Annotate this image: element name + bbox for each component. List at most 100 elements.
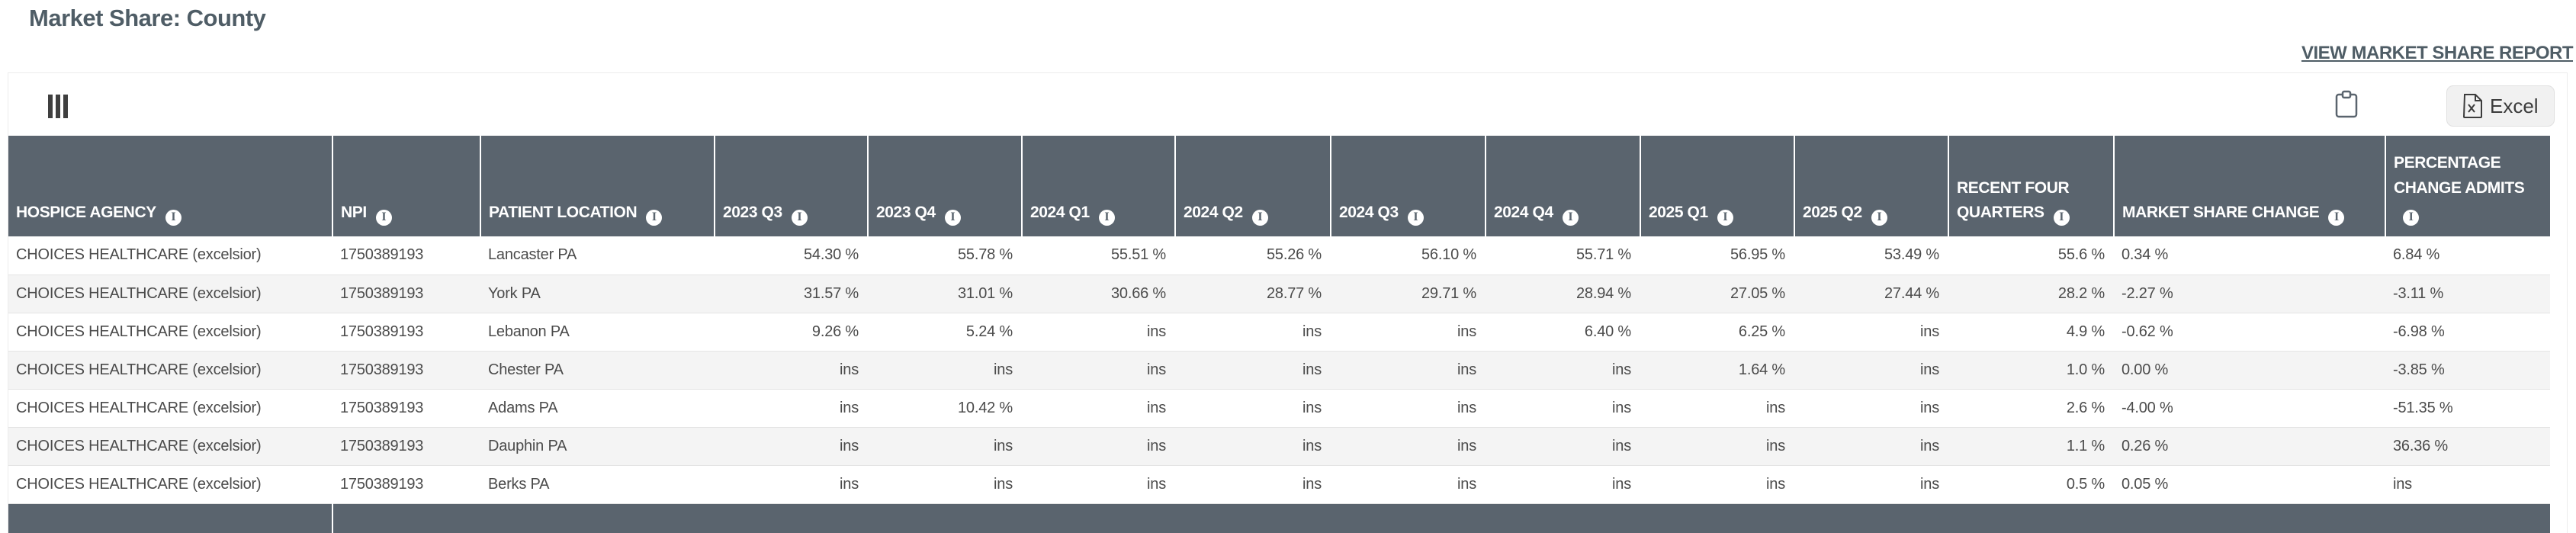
- table-cell: ins: [1794, 313, 1948, 352]
- info-icon[interactable]: i: [1407, 209, 1424, 226]
- info-icon[interactable]: i: [165, 209, 181, 226]
- excel-button-label: Excel: [2490, 94, 2539, 117]
- table-cell: CHOICES HEALTHCARE (excelsior): [8, 427, 332, 466]
- table-cell: CHOICES HEALTHCARE (excelsior): [8, 389, 332, 428]
- info-icon[interactable]: i: [1717, 209, 1733, 226]
- table-cell: 53.49 %: [1794, 236, 1948, 275]
- table-cell: ins: [1486, 389, 1640, 428]
- info-icon[interactable]: i: [1562, 209, 1579, 226]
- table-cell: ins: [1175, 389, 1331, 428]
- excel-export-button[interactable]: Excel: [2446, 85, 2555, 127]
- column-header-2024-q1: 2024 Q1 i: [1022, 136, 1176, 236]
- clipboard-icon[interactable]: [2334, 90, 2359, 123]
- table-cell: 0.00 %: [2114, 351, 2385, 390]
- table-cell: 28.77 %: [1175, 275, 1331, 313]
- table-cell: 0.05 %: [2114, 465, 2385, 504]
- table-cell: 36.36 %: [2385, 427, 2550, 466]
- info-icon[interactable]: i: [1871, 209, 1887, 226]
- table-footer-row: [8, 503, 2550, 533]
- info-icon[interactable]: i: [1098, 209, 1115, 226]
- table-cell: -3.11 %: [2385, 275, 2550, 313]
- page-title: Market Share: County: [29, 5, 266, 31]
- columns-icon[interactable]: [48, 95, 68, 118]
- table-cell: CHOICES HEALTHCARE (excelsior): [8, 351, 332, 390]
- column-header-2023-q3: 2023 Q3 i: [715, 136, 869, 236]
- table-cell: ins: [2385, 465, 2550, 504]
- table-cell: 31.57 %: [715, 275, 868, 313]
- table-cell: ins: [1175, 427, 1331, 466]
- info-icon[interactable]: i: [2053, 209, 2070, 226]
- column-header-npi: NPI i: [332, 136, 481, 236]
- column-header-label: 2023 Q4: [876, 204, 936, 222]
- table-cell: Berks PA: [480, 465, 715, 504]
- table-cell: ins: [868, 465, 1022, 504]
- table-cell: 2.6 %: [1948, 389, 2114, 428]
- table-cell: ins: [1486, 465, 1640, 504]
- column-header-label: NPI: [341, 204, 367, 222]
- info-icon[interactable]: i: [944, 209, 961, 226]
- table-cell: 55.51 %: [1022, 236, 1175, 275]
- table-row: CHOICES HEALTHCARE (excelsior) 1750389193…: [8, 389, 2550, 428]
- info-icon[interactable]: i: [2328, 209, 2345, 226]
- table-cell: ins: [715, 389, 868, 428]
- table-cell: 0.34 %: [2114, 236, 2385, 275]
- info-icon[interactable]: i: [2403, 209, 2419, 226]
- column-header-2025-q1: 2025 Q1 i: [1640, 136, 1795, 236]
- column-header-label: 2024 Q4: [1494, 204, 1553, 222]
- info-icon[interactable]: i: [791, 209, 808, 226]
- table-cell: ins: [1022, 465, 1175, 504]
- table-cell: ins: [715, 351, 868, 390]
- column-header-label: RECENT FOUR QUARTERS: [1957, 178, 2070, 222]
- table-row: CHOICES HEALTHCARE (excelsior) 1750389193…: [8, 351, 2550, 390]
- table-cell: Lebanon PA: [480, 313, 715, 352]
- table-cell: 54.30 %: [715, 236, 868, 275]
- table-cell: 1750389193: [332, 465, 480, 504]
- table-cell: 0.5 %: [1948, 465, 2114, 504]
- table-cell: 6.25 %: [1640, 313, 1794, 352]
- column-header-label: PERCENTAGE CHANGE ADMITS: [2394, 154, 2525, 197]
- table-cell: ins: [1175, 351, 1331, 390]
- table-cell: -2.27 %: [2114, 275, 2385, 313]
- column-header-label: 2023 Q3: [723, 204, 782, 222]
- table-cell: ins: [1640, 427, 1794, 466]
- column-header-2025-q2: 2025 Q2 i: [1794, 136, 1949, 236]
- table-cell: 0.26 %: [2114, 427, 2385, 466]
- table-cell: ins: [1022, 313, 1175, 352]
- table-cell: 5.24 %: [868, 313, 1022, 352]
- table-cell: -51.35 %: [2385, 389, 2550, 428]
- table-cell: 4.9 %: [1948, 313, 2114, 352]
- footer-cell: [332, 503, 2550, 533]
- table-cell: 1750389193: [332, 275, 480, 313]
- table-cell: 30.66 %: [1022, 275, 1175, 313]
- table-cell: -3.85 %: [2385, 351, 2550, 390]
- table-cell: ins: [1175, 465, 1331, 504]
- column-header-label: 2024 Q1: [1030, 204, 1090, 222]
- table-cell: ins: [1331, 465, 1486, 504]
- info-icon[interactable]: i: [646, 209, 663, 226]
- table-cell: ins: [715, 465, 868, 504]
- table-cell: 9.26 %: [715, 313, 868, 352]
- table-cell: ins: [1331, 313, 1486, 352]
- table-header: HOSPICE AGENCY i NPI i PATIENT LOCATION i 2023…: [8, 136, 2550, 236]
- table-row: CHOICES HEALTHCARE (excelsior) 1750389193…: [8, 465, 2550, 504]
- table-cell: Adams PA: [480, 389, 715, 428]
- column-header-label: MARKET SHARE CHANGE: [2122, 204, 2320, 222]
- table-cell: York PA: [480, 275, 715, 313]
- table-cell: ins: [1794, 389, 1948, 428]
- table-cell: 28.2 %: [1948, 275, 2114, 313]
- table-row: CHOICES HEALTHCARE (excelsior) 1750389193…: [8, 313, 2550, 352]
- view-market-share-report-link[interactable]: VIEW MARKET SHARE REPORT: [2301, 43, 2574, 63]
- table-cell: 27.05 %: [1640, 275, 1794, 313]
- table-cell: 55.71 %: [1486, 236, 1640, 275]
- table-cell: 31.01 %: [868, 275, 1022, 313]
- column-header-label: 2025 Q2: [1803, 204, 1862, 222]
- table-cell: 28.94 %: [1486, 275, 1640, 313]
- table-cell: ins: [1794, 351, 1948, 390]
- table-cell: Chester PA: [480, 351, 715, 390]
- info-icon[interactable]: i: [1251, 209, 1268, 226]
- table-cell: 56.10 %: [1331, 236, 1486, 275]
- column-header-label: 2024 Q3: [1339, 204, 1399, 222]
- column-header-2024-q2: 2024 Q2 i: [1175, 136, 1331, 236]
- info-icon[interactable]: i: [375, 209, 392, 226]
- table-cell: -6.98 %: [2385, 313, 2550, 352]
